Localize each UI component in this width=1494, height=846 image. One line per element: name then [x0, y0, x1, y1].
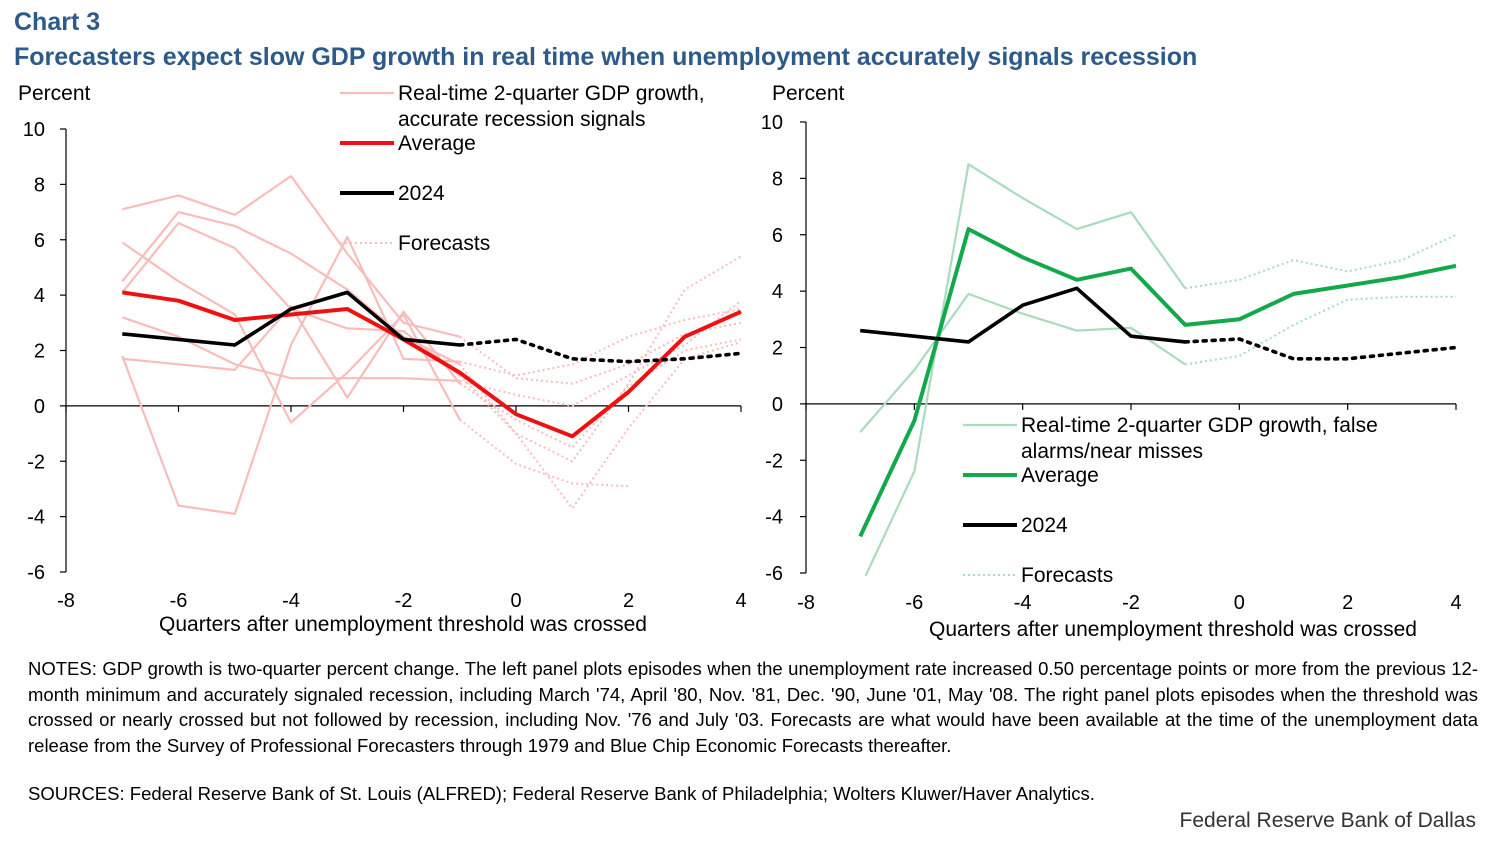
right-x-tick-label: 0	[1234, 592, 1245, 614]
left-forecast-line-4	[459, 299, 742, 407]
left-y-tick-label: -2	[27, 451, 45, 473]
right-x-tick-label: 4	[1450, 592, 1461, 614]
right-episode-line-1	[859, 292, 1186, 433]
left-forecast-line-7	[459, 341, 742, 511]
left-forecast-line-6	[459, 338, 742, 449]
left-legend-label-episode: accurate recession signals	[398, 108, 645, 131]
left-x-tick-label: 0	[510, 590, 521, 612]
notes-text: NOTES: GDP growth is two-quarter percent…	[28, 658, 1478, 756]
left-y-tick-label: 6	[34, 230, 45, 252]
left-x-tick-label: -6	[170, 590, 188, 612]
left-y-tick-label: 8	[34, 174, 45, 196]
right-x-tick-label: -8	[797, 592, 815, 614]
left-average-line	[122, 290, 742, 439]
sources: SOURCES: Federal Reserve Bank of St. Lou…	[28, 783, 1095, 804]
left-y-tick-label: 4	[34, 285, 45, 307]
left-y-axis-label: Percent	[18, 82, 91, 105]
left-x-tick-label: -8	[57, 590, 75, 612]
right-episode-line-2	[864, 163, 1187, 577]
left-episode-line-2	[121, 211, 461, 366]
left-legend-label-episode: Real-time 2-quarter GDP growth,	[398, 82, 705, 105]
chart-title: Forecasters expect slow GDP growth in re…	[14, 43, 1198, 71]
left-2024-line	[122, 290, 460, 347]
right-legend-label-average: Average	[1021, 464, 1099, 487]
left-legend-label-forecast: Forecasts	[398, 232, 490, 255]
left-legend-label-average: Average	[398, 132, 476, 155]
right-y-tick-label: 2	[772, 338, 783, 360]
left-forecast-line-1	[459, 321, 742, 385]
left-x-tick-label: -2	[395, 590, 413, 612]
left-2024-forecast-line	[457, 337, 743, 364]
left-legend-label-y2024: 2024	[398, 182, 445, 205]
right-y-tick-label: -6	[765, 563, 783, 585]
right-2024-line	[860, 286, 1186, 344]
left-x-tick-label: -4	[282, 590, 300, 612]
right-x-tick-label: -4	[1014, 592, 1032, 614]
right-y-tick-label: -4	[765, 507, 783, 529]
left-forecast-line-3	[459, 418, 629, 488]
right-x-axis-label: Quarters after unemployment threshold wa…	[929, 618, 1417, 641]
left-y-tick-label: 2	[34, 341, 45, 363]
left-x-tick-label: 2	[623, 590, 634, 612]
right-y-tick-label: 4	[772, 281, 783, 303]
charts-canvas: 10 8 6 4 2 0 -2 -4 -6 -8 -6 -4 -2 0 2 4 Percent Quarters …	[18, 82, 1462, 641]
right-legend-label-y2024: 2024	[1021, 514, 1068, 537]
right-y-tick-label: -2	[765, 450, 783, 472]
right-forecast-line-2	[1185, 295, 1456, 366]
left-y-tick-label: 10	[23, 119, 45, 141]
right-y-tick-label: 8	[772, 168, 783, 190]
left-episode-line-4	[121, 316, 460, 383]
left-forecast-line-5	[459, 308, 742, 377]
left-x-tick-label: 4	[735, 590, 746, 612]
right-legend-label-forecast: Forecasts	[1021, 564, 1113, 587]
left-x-axis-label: Quarters after unemployment threshold wa…	[159, 613, 647, 636]
left-y-tick-label: -6	[27, 562, 45, 584]
right-x-tick-label: 2	[1342, 592, 1353, 614]
right-y-tick-label: 6	[772, 225, 783, 247]
left-episode-line-6	[122, 305, 461, 399]
left-y-tick-label: 0	[34, 396, 45, 418]
left-episode-line-1	[122, 175, 461, 338]
right-2024-forecast-line	[1183, 337, 1458, 361]
credit: Federal Reserve Bank of Dallas	[1179, 809, 1476, 832]
right-forecast-line-1	[1185, 233, 1457, 290]
chart-number: Chart 3	[14, 8, 101, 36]
right-y-axis-label: Percent	[772, 82, 845, 105]
left-y-tick-label: -4	[27, 507, 45, 529]
right-y-tick-label: 0	[772, 394, 783, 416]
right-legend-label-episode: alarms/near misses	[1021, 440, 1203, 463]
right-y-tick-label: 10	[761, 112, 783, 134]
right-average-line	[858, 227, 1457, 538]
right-x-tick-label: -6	[905, 592, 923, 614]
left-episode-line-3	[121, 241, 461, 424]
right-x-tick-label: -2	[1122, 592, 1140, 614]
notes: NOTES: GDP growth is two-quarter percent…	[28, 656, 1478, 758]
right-legend-label-episode: Real-time 2-quarter GDP growth, false	[1021, 414, 1378, 437]
left-episode-line-5	[121, 235, 460, 516]
